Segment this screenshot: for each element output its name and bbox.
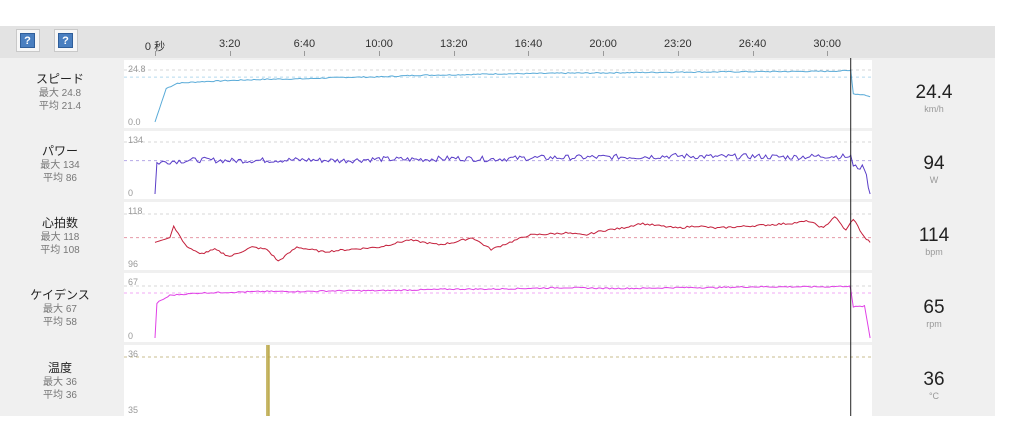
y-axis-max-label: 24.8 bbox=[128, 64, 146, 74]
time-tick-mark bbox=[827, 51, 829, 56]
metric-label: パワー 最大 134 平均 86 bbox=[0, 142, 120, 185]
metric-unit: bpm bbox=[925, 247, 943, 257]
y-axis-min-label: 35 bbox=[128, 405, 138, 415]
time-tick-mark bbox=[155, 51, 156, 56]
y-axis-min-label: 0.0 bbox=[128, 117, 141, 127]
time-tick-label: 3:20 bbox=[218, 38, 241, 50]
metric-label: スピード 最大 24.8 平均 21.4 bbox=[0, 70, 120, 113]
time-tick-mark bbox=[603, 51, 605, 56]
series-line bbox=[154, 216, 871, 262]
metric-name: パワー bbox=[41, 144, 78, 158]
time-tick-mark bbox=[229, 51, 231, 56]
metric-unit: km/h bbox=[924, 104, 944, 114]
series-line bbox=[154, 285, 871, 339]
metric-max: 最大 36 bbox=[43, 377, 77, 388]
time-tick-mark bbox=[453, 51, 455, 56]
time-tick-label: 16:40 bbox=[514, 38, 543, 50]
time-tick-mark bbox=[379, 51, 381, 56]
metric-avg: 平均 86 bbox=[43, 173, 77, 184]
metric-name: 温度 bbox=[47, 361, 72, 375]
metric-avg: 平均 21.4 bbox=[38, 101, 82, 112]
metric-readout: 24.4 km/h bbox=[880, 82, 988, 114]
metric-value: 24.4 bbox=[915, 82, 953, 103]
y-axis-max-label: 36 bbox=[128, 349, 138, 359]
time-tick-label: 6:40 bbox=[293, 38, 316, 50]
y-axis-max-label: 118 bbox=[128, 206, 142, 216]
plot-area bbox=[124, 131, 872, 199]
time-tick-label: 30:00 bbox=[813, 38, 841, 50]
series-line bbox=[154, 152, 871, 195]
time-tick-label: 13:20 bbox=[439, 38, 468, 50]
plot-area bbox=[124, 202, 872, 270]
metric-readout: 36 °C bbox=[880, 369, 988, 401]
metric-name: 心拍数 bbox=[41, 216, 78, 230]
time-tick-label: 26:40 bbox=[738, 38, 767, 50]
y-axis-min-label: 0 bbox=[128, 188, 133, 198]
metric-unit: °C bbox=[928, 391, 940, 401]
time-tick-label: 23:20 bbox=[664, 38, 692, 50]
help-icon[interactable]: ? bbox=[20, 33, 35, 48]
time-tick-label: 0 秒 bbox=[144, 41, 166, 53]
y-axis-max-label: 67 bbox=[128, 277, 138, 287]
metric-max: 最大 134 bbox=[40, 160, 80, 171]
y-axis-min-label: 0 bbox=[128, 331, 133, 341]
metric-label: ケイデンス 最大 67 平均 58 bbox=[0, 286, 120, 329]
metric-value: 65 bbox=[923, 297, 945, 318]
metric-unit: W bbox=[929, 175, 939, 185]
time-tick-label: 20:00 bbox=[589, 38, 617, 50]
metric-label: 温度 最大 36 平均 36 bbox=[0, 359, 120, 402]
metric-unit: rpm bbox=[926, 319, 942, 329]
metric-max: 最大 24.8 bbox=[38, 88, 82, 99]
metric-name: スピード bbox=[35, 72, 84, 86]
metric-value: 94 bbox=[923, 153, 945, 174]
time-tick-mark bbox=[752, 51, 754, 56]
time-tick-mark bbox=[677, 51, 679, 56]
metric-avg: 平均 58 bbox=[43, 317, 77, 328]
series-line bbox=[154, 69, 871, 123]
plot-area bbox=[124, 273, 872, 342]
help-icon[interactable]: ? bbox=[58, 33, 73, 48]
metric-avg: 平均 36 bbox=[43, 390, 77, 401]
time-tick-label: 10:00 bbox=[365, 38, 393, 50]
metric-max: 最大 118 bbox=[40, 232, 80, 243]
metric-max: 最大 67 bbox=[43, 304, 77, 315]
metric-value: 36 bbox=[923, 369, 945, 390]
y-axis-min-label: 96 bbox=[128, 259, 138, 269]
timeline-bar bbox=[0, 26, 995, 58]
time-tick-mark bbox=[304, 51, 306, 56]
metric-avg: 平均 108 bbox=[40, 245, 80, 256]
metric-value: 114 bbox=[918, 225, 950, 246]
metric-readout: 114 bpm bbox=[880, 225, 988, 257]
metric-readout: 65 rpm bbox=[880, 297, 988, 329]
metric-readout: 94 W bbox=[880, 153, 988, 185]
time-tick-mark bbox=[528, 51, 530, 56]
y-axis-max-label: 134 bbox=[128, 135, 143, 145]
plot-area bbox=[124, 345, 872, 416]
metric-label: 心拍数 最大 118 平均 108 bbox=[0, 214, 120, 257]
metric-name: ケイデンス bbox=[30, 288, 90, 302]
